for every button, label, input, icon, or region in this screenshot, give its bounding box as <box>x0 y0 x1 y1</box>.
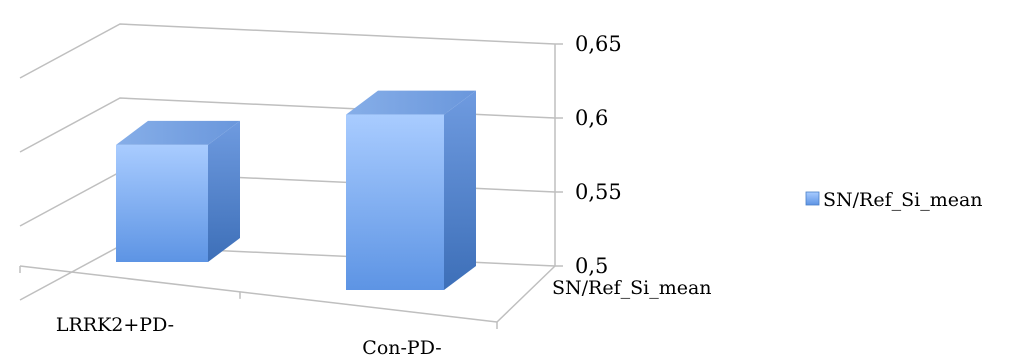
legend: SN/Ref_Si_mean <box>805 189 983 211</box>
depth-axis-label: SN/Ref_Si_mean <box>552 277 712 299</box>
bar-side-face <box>444 90 476 290</box>
bar-side-face <box>208 120 240 263</box>
legend-swatch <box>805 191 820 206</box>
value-tick-label: 0,65 <box>575 32 622 56</box>
bar-1 <box>346 90 476 290</box>
bar-front-face <box>346 114 444 290</box>
value-tick-label: 0,5 <box>575 254 608 278</box>
axis-layer <box>19 43 563 329</box>
value-tick-label: 0,6 <box>575 106 608 130</box>
bar-layer <box>116 90 476 290</box>
legend-label: SN/Ref_Si_mean <box>823 189 983 211</box>
value-tick-label: 0,55 <box>575 180 622 204</box>
label-layer: SN/Ref_Si_mean 0,5 0,55 0,6 0,65 LRRK2+PD- Co… <box>56 32 712 359</box>
bar-front-face <box>116 144 208 262</box>
category-axis-line <box>19 265 498 323</box>
category-label: Con-PD- <box>362 337 441 359</box>
depth-axis-line <box>496 265 556 323</box>
bar-0 <box>116 120 240 263</box>
bar-top-face <box>346 90 476 115</box>
gridline <box>19 23 556 79</box>
bar-top-face <box>116 120 240 145</box>
category-label: LRRK2+PD- <box>56 314 174 336</box>
